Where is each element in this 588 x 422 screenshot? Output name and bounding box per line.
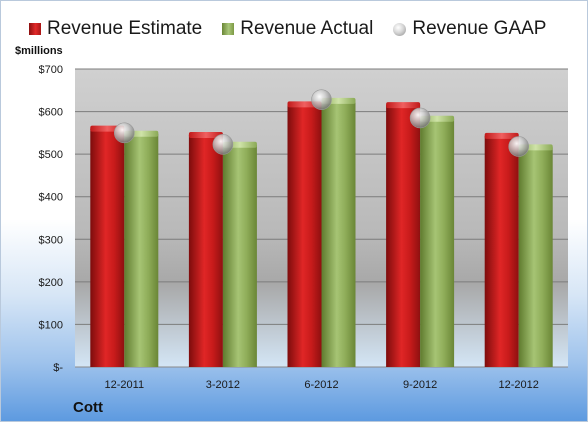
revenue-gaap-marker: [311, 89, 332, 110]
revenue-estimate-bar: [484, 135, 519, 367]
revenue-estimate-bar-cap: [484, 132, 519, 139]
x-tick-label: 12-2012: [499, 379, 539, 391]
legend-label-estimate: Revenue Estimate: [47, 18, 203, 39]
gaap-markers: [114, 89, 530, 157]
revenue-estimate-bar-cap: [188, 131, 223, 138]
legend-swatch-actual: [222, 23, 235, 35]
x-axis-ticks: 12-2011 3-2012 6-2012 9-2012 12-2012: [105, 379, 539, 391]
legend: Revenue Estimate Revenue Actual Revenue …: [29, 18, 566, 40]
revenue-gaap-marker: [409, 107, 431, 129]
revenue-actual-bar: [518, 147, 553, 367]
y-tick-label: $400: [39, 192, 63, 204]
y-tick-label: $200: [39, 277, 63, 289]
revenue-gaap-marker: [508, 136, 530, 157]
x-tick-label: 12-2011: [105, 379, 145, 391]
x-tick-label: 6-2012: [304, 379, 338, 391]
y-axis-label: $millions: [15, 45, 63, 57]
y-tick-label: $500: [39, 149, 63, 161]
legend-label-gaap: Revenue GAAP: [412, 18, 547, 39]
x-tick-label: 9-2012: [403, 379, 437, 391]
x-tick-label: 3-2012: [206, 379, 240, 391]
revenue-actual-bar: [321, 100, 356, 367]
y-axis-ticks: $- $100 $200 $300 $400 $500 $600 $700: [39, 64, 64, 374]
legend-label-actual: Revenue Actual: [240, 18, 374, 39]
revenue-actual-bar: [222, 144, 257, 367]
y-tick-label: $100: [39, 319, 63, 331]
revenue-estimate-bar: [188, 134, 223, 367]
y-tick-label: $600: [39, 107, 63, 119]
y-tick-label: $300: [39, 234, 63, 246]
y-tick-label: $700: [39, 64, 63, 76]
revenue-estimate-bar-cap: [386, 102, 421, 109]
bars: [90, 97, 553, 368]
revenue-estimate-bar: [386, 105, 421, 367]
legend-entry-estimate: Revenue Estimate: [29, 18, 202, 40]
revenue-gaap-marker: [212, 134, 234, 155]
legend-entry-actual: Revenue Actual: [222, 18, 373, 40]
revenue-actual-bar: [124, 133, 159, 367]
legend-entry-gaap: Revenue GAAP: [393, 18, 546, 40]
revenue-actual-bar: [420, 118, 455, 368]
chart-title: Cott: [73, 399, 103, 416]
revenue-estimate-bar: [287, 104, 322, 367]
legend-swatch-estimate: [29, 23, 41, 35]
revenue-estimate-bar: [90, 128, 125, 367]
revenue-gaap-marker: [114, 122, 135, 144]
y-tick-label: $-: [53, 362, 63, 374]
legend-swatch-gaap: [393, 22, 407, 36]
